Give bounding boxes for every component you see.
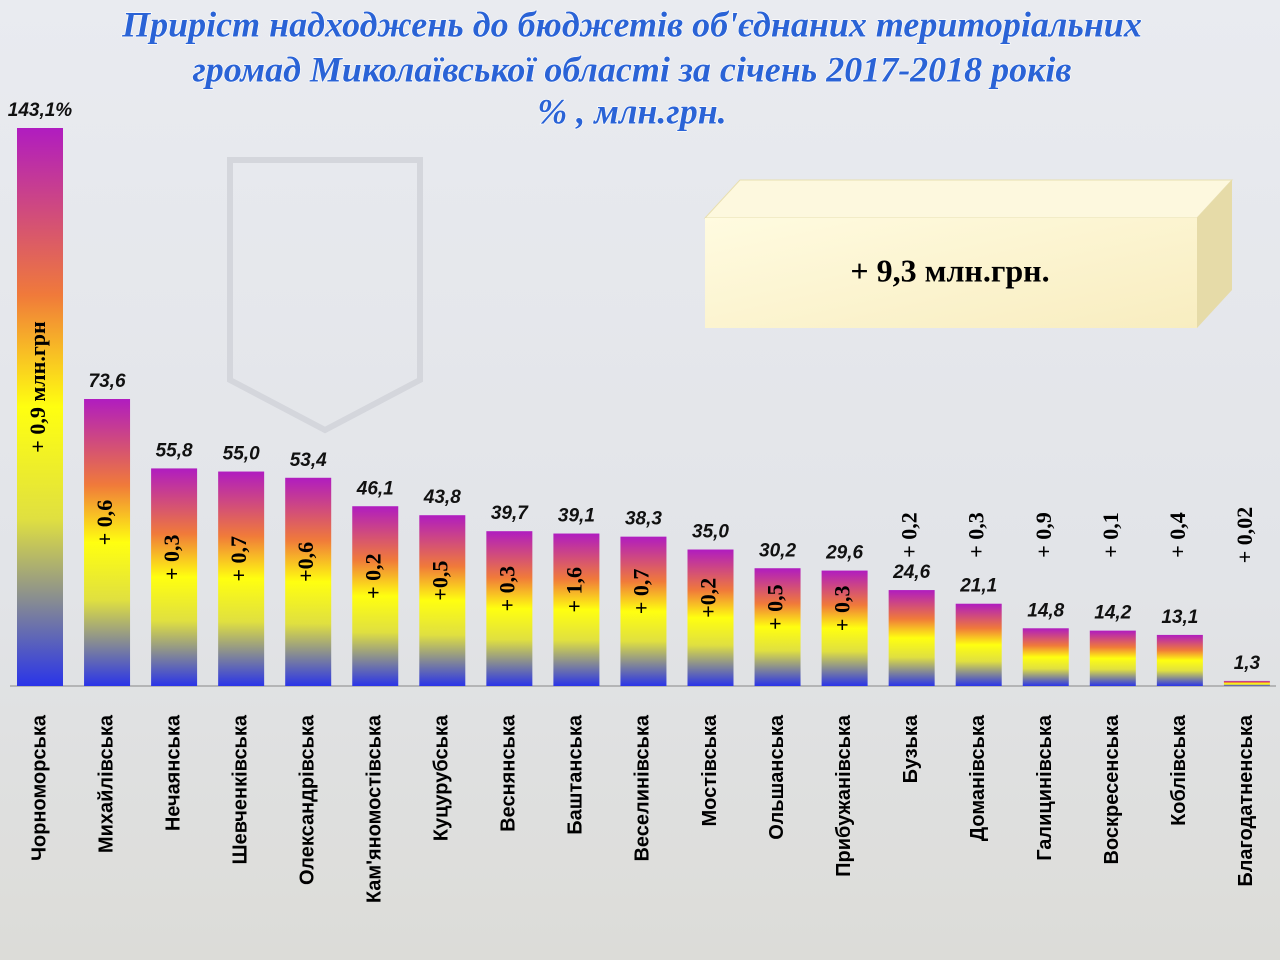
bar [17,128,63,686]
value-label: 24,6 [892,562,930,583]
x-tick-label: Благодатненська [1235,714,1257,887]
bar [687,549,734,686]
value-label: 55,8 [156,440,193,461]
value-label: 46,1 [356,478,394,499]
value-label: 53,4 [290,450,327,471]
x-tick-label: Ольшанська [766,714,788,840]
value-label: 14,8 [1027,600,1064,621]
increment-label: + 0,2 [360,553,385,599]
x-tick-label: Баштанська [565,714,587,835]
bar [1156,634,1203,686]
value-label: 14,2 [1094,603,1131,624]
box-top [703,179,1234,219]
increment-label: + 0,3 [159,534,184,580]
increment-label: + 1,6 [561,567,586,613]
value-label: 35,0 [692,522,729,543]
x-tick-label: Нечаянська [162,714,184,831]
increment-label: +0,2 [696,578,721,618]
x-tick-label: Чорноморська [28,714,50,861]
increment-label: + 0,6 [92,500,117,546]
increment-label: +0,5 [427,561,452,601]
emblem [227,157,423,434]
x-tick-label: Мостівська [699,714,721,826]
bar [486,531,533,686]
increment-label: + 0,2 [897,512,922,558]
x-tick-label: Веснянська [498,714,520,832]
increment-label: + 0,3 [830,586,855,632]
value-label: 73,6 [89,371,126,392]
bar [285,477,332,686]
bar [352,506,399,686]
bar [1223,680,1270,686]
value-label: 43,8 [423,487,461,508]
bar [84,399,131,686]
x-tick-label: Шевченківська [229,714,251,864]
value-label: 143,1% [8,100,73,121]
value-label: 55,0 [223,444,260,465]
increment-label: + 0,1 [1098,512,1123,558]
value-label: 29,6 [825,543,863,564]
bar [620,536,667,686]
x-tick-label: Бузька [900,714,922,783]
x-tick-label: Галицинівська [1034,714,1056,861]
bar [955,603,1002,686]
x-tick-label: Воскресенська [1101,714,1123,864]
increment-label: +0,6 [293,542,318,582]
bar [821,570,868,686]
box-front [705,218,1197,328]
value-label: 13,1 [1161,607,1198,628]
value-label: 39,1 [558,506,595,527]
x-tick-label: Олександрівська [296,714,318,885]
x-tick-label: Куцурубська [431,714,453,841]
title-line: Приріст надходжень до бюджетів об'єднани… [121,4,1142,44]
value-label: 21,1 [959,576,997,597]
title-line: % , млн.грн. [537,91,726,131]
x-tick-label: Кам'яномостівська [364,714,386,903]
bar [218,471,265,686]
box-side [1197,180,1232,328]
bar [1022,628,1069,686]
x-tick-label: Михайлівська [95,714,117,853]
bar [151,468,198,686]
value-label: 30,2 [759,540,796,561]
increment-label: + 0,02 [1232,507,1257,564]
bar [1089,630,1136,686]
bar [888,590,935,686]
bar [754,568,801,686]
increment-label: + 0,9 [1031,512,1056,558]
increment-label: + 0,7 [628,569,653,615]
title-line: громад Миколаївської області за січень 2… [192,49,1071,89]
increment-label: + 0,3 [964,512,989,558]
bar [419,515,466,686]
total-label: + 9,3 млн.грн. [850,252,1049,288]
value-label: 39,7 [491,503,529,524]
bar [553,533,600,686]
x-tick-label: Коблівська [1168,714,1190,826]
increment-label: + 0,5 [763,584,788,630]
value-label: 38,3 [625,509,662,530]
x-tick-label: Прибужанівська [833,714,855,877]
increment-label: + 0,3 [494,566,519,612]
x-tick-label: Доманівська [967,714,989,841]
increment-label: + 0,7 [226,536,251,582]
value-label: 1,3 [1234,653,1261,674]
increment-label: + 0,9 млн.грн [25,321,50,453]
x-tick-label: Веселинівська [632,714,654,861]
increment-label: + 0,4 [1165,512,1190,558]
